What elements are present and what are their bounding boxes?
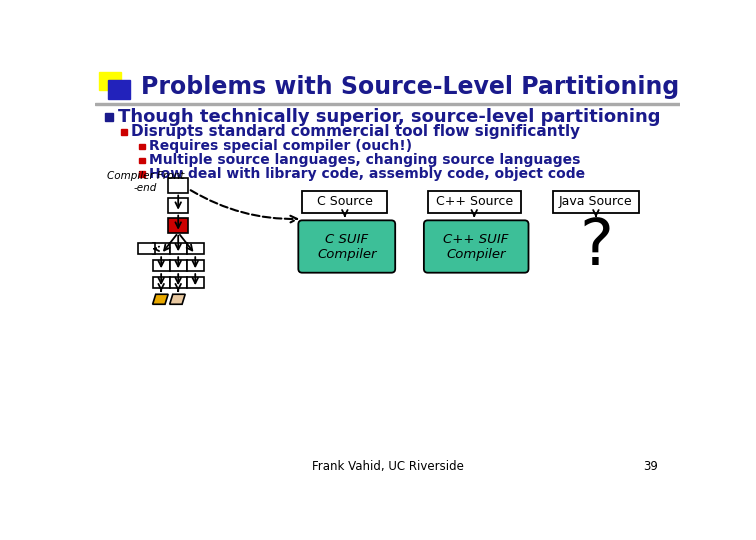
Bar [121, 129, 127, 135]
Polygon shape [153, 294, 168, 304]
Bar [187, 260, 204, 271]
Text: Java Source: Java Source [559, 195, 633, 208]
Text: How deal with library code, assembly code, object code: How deal with library code, assembly cod… [149, 167, 585, 181]
Text: Problems with Source-Level Partitioning: Problems with Source-Level Partitioning [141, 75, 679, 99]
Text: ?: ? [579, 215, 613, 278]
Bar [169, 242, 187, 254]
Bar [153, 242, 169, 254]
Bar [105, 113, 113, 121]
Bar [153, 276, 169, 288]
Text: C SUIF
Compiler: C SUIF Compiler [317, 233, 376, 260]
Bar [138, 242, 155, 254]
Bar [168, 178, 188, 193]
Bar [153, 260, 169, 271]
Bar [94, 103, 680, 105]
Text: Requires special compiler (ouch!): Requires special compiler (ouch!) [149, 139, 412, 153]
Bar [169, 276, 187, 288]
Bar [187, 242, 204, 254]
Bar [139, 144, 145, 149]
Text: Though technically superior, source-level partitioning: Though technically superior, source-leve… [118, 108, 660, 126]
Bar [99, 72, 121, 90]
Text: 39: 39 [643, 460, 658, 473]
Text: C Source: C Source [317, 195, 373, 208]
Bar [139, 171, 145, 177]
Bar [168, 218, 188, 233]
Bar [428, 191, 521, 213]
Text: Disrupts standard commercial tool flow significantly: Disrupts standard commercial tool flow s… [131, 124, 580, 139]
Bar [302, 191, 387, 213]
Text: Compiler Front
-end: Compiler Front -end [107, 171, 184, 193]
FancyBboxPatch shape [299, 220, 395, 273]
Text: Multiple source languages, changing source languages: Multiple source languages, changing sour… [149, 153, 580, 167]
Bar [139, 158, 145, 163]
Text: C++ Source: C++ Source [435, 195, 513, 208]
Bar [108, 80, 130, 99]
Bar [553, 191, 639, 213]
Polygon shape [169, 294, 185, 304]
Text: Frank Vahid, UC Riverside: Frank Vahid, UC Riverside [311, 460, 463, 473]
Bar [187, 276, 204, 288]
Text: C++ SUIF
Compiler: C++ SUIF Compiler [444, 233, 509, 260]
Bar [168, 198, 188, 213]
FancyBboxPatch shape [424, 220, 528, 273]
Bar [169, 260, 187, 271]
